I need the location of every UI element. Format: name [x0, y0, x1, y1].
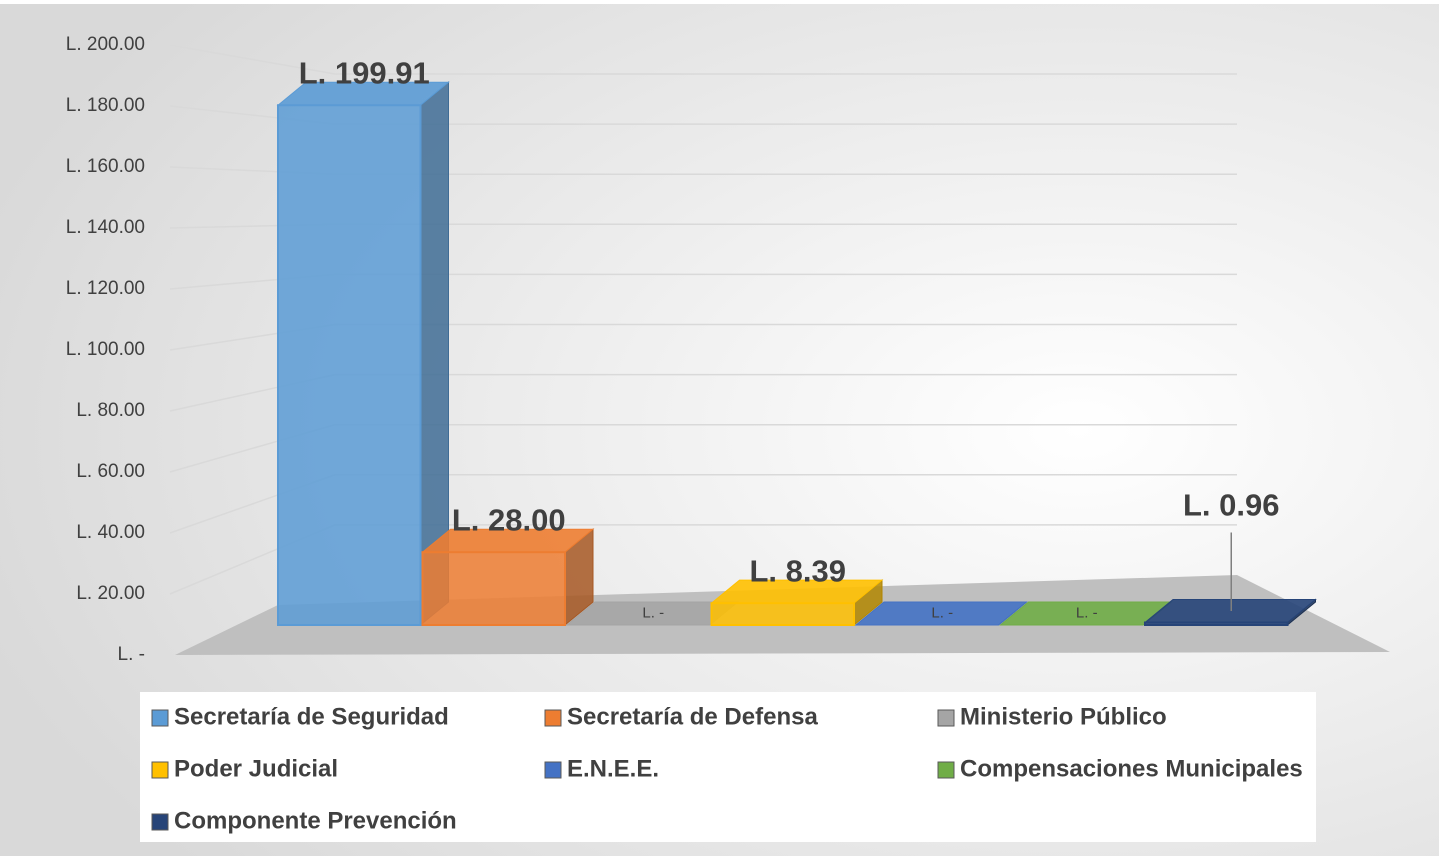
legend-box [140, 692, 1316, 842]
y-tick-label: L. 200.00 [66, 34, 145, 55]
legend-swatch [151, 761, 169, 779]
y-tick-label: L. 100.00 [66, 339, 145, 360]
y-tick-label: L. 80.00 [76, 400, 145, 421]
y-tick-label: L. 120.00 [66, 278, 145, 299]
data-label: L. 28.00 [452, 502, 566, 537]
y-tick-label: L. 140.00 [66, 217, 145, 238]
bar [421, 551, 566, 627]
y-tick-label: L. 40.00 [76, 522, 145, 543]
grid-line [169, 44, 1237, 75]
legend-swatch [151, 709, 169, 727]
legend-label: Secretaría de Defensa [567, 703, 818, 730]
data-label: L. - [931, 604, 953, 621]
legend-swatch [937, 761, 955, 779]
legend-label: E.N.E.E. [567, 755, 659, 782]
y-tick-label: L. 60.00 [76, 461, 145, 482]
bar [277, 104, 422, 626]
legend-label: Secretaría de Seguridad [174, 703, 449, 730]
bar [710, 602, 855, 626]
bar-top [1143, 599, 1317, 624]
data-label: L. 199.91 [299, 55, 430, 90]
y-tick-label: L. 20.00 [76, 583, 145, 604]
legend-label: Ministerio Público [960, 703, 1167, 730]
legend-label: Poder Judicial [174, 755, 338, 782]
legend-swatch [544, 709, 562, 727]
data-label: L. 0.96 [1183, 488, 1280, 523]
legend-label: Compensaciones Municipales [960, 755, 1303, 782]
bar-top [854, 601, 1028, 626]
data-label: L. - [1076, 604, 1098, 621]
legend-swatch [151, 813, 169, 831]
y-tick-label: L. 180.00 [66, 95, 145, 116]
y-tick-label: L. 160.00 [66, 156, 145, 177]
data-label: L. 8.39 [750, 553, 847, 588]
legend-swatch [544, 761, 562, 779]
bar [1144, 621, 1289, 627]
data-label: L. - [642, 604, 664, 621]
legend-swatch [937, 709, 955, 727]
y-tick-label: L. - [118, 644, 145, 665]
legend-label: Componente Prevención [174, 807, 457, 834]
